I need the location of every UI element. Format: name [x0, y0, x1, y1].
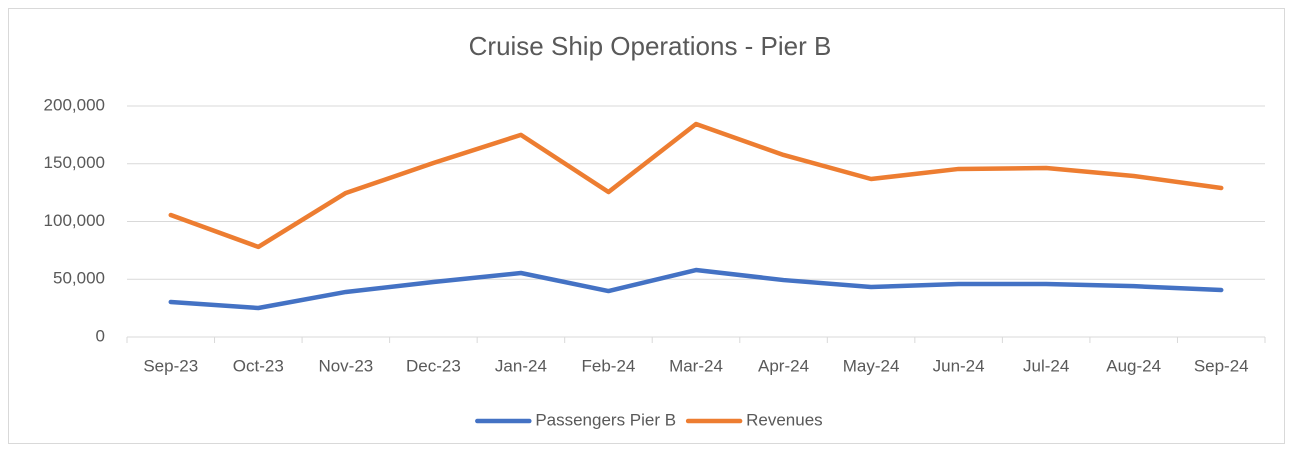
x-tick-label: Sep-23 [143, 356, 198, 375]
chart-border [8, 8, 1285, 444]
x-tick-label: Dec-23 [406, 356, 461, 375]
x-tick-label: Aug-24 [1106, 356, 1161, 375]
x-tick-label: Feb-24 [582, 356, 636, 375]
y-tick-label: 0 [96, 326, 105, 345]
y-tick-label: 200,000 [44, 95, 105, 114]
y-tick-label: 50,000 [53, 269, 105, 288]
x-tick-label: Jul-24 [1023, 356, 1069, 375]
legend-label: Passengers Pier B [535, 410, 676, 429]
x-tick-label: Jun-24 [933, 356, 985, 375]
line-series [168, 121, 1224, 250]
chart-title: Cruise Ship Operations - Pier B [469, 31, 832, 61]
y-tick-label: 100,000 [44, 211, 105, 230]
line-series [168, 267, 1224, 311]
x-tick-label: Nov-23 [318, 356, 373, 375]
x-tick-label: Sep-24 [1194, 356, 1249, 375]
x-tick-label: May-24 [843, 356, 900, 375]
x-tick-label: Jan-24 [495, 356, 547, 375]
y-tick-label: 150,000 [44, 153, 105, 172]
x-tick-label: Oct-23 [233, 356, 284, 375]
legend-label: Revenues [746, 410, 823, 429]
x-tick-label: Mar-24 [669, 356, 723, 375]
x-tick-label: Apr-24 [758, 356, 809, 375]
